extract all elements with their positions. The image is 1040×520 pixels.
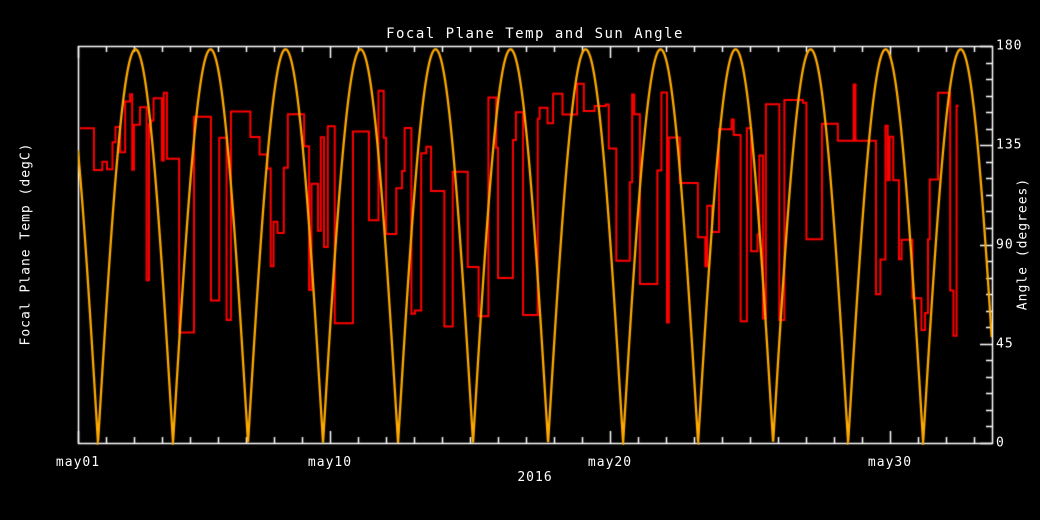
x-tick-label: may10 [307,455,353,470]
y-right-tick-label: 45 [996,336,1014,352]
y-axis-right-title: Angle (degrees) [1015,177,1031,311]
y-right-tick-label: 0 [996,435,1005,451]
x-tick-label: may30 [867,455,913,470]
x-axis-year-label: 2016 [517,470,553,485]
y-axis-left-title: Focal Plane Temp (degC) [18,142,34,346]
y-right-tick-label: 135 [996,137,1023,153]
x-tick-label: may20 [587,455,633,470]
y-right-tick-label: 90 [996,237,1014,252]
y-right-tick-label: 180 [996,38,1023,54]
page-title: Focal Plane Temp and Sun Angle [386,26,684,42]
x-tick-label: may01 [55,455,101,470]
